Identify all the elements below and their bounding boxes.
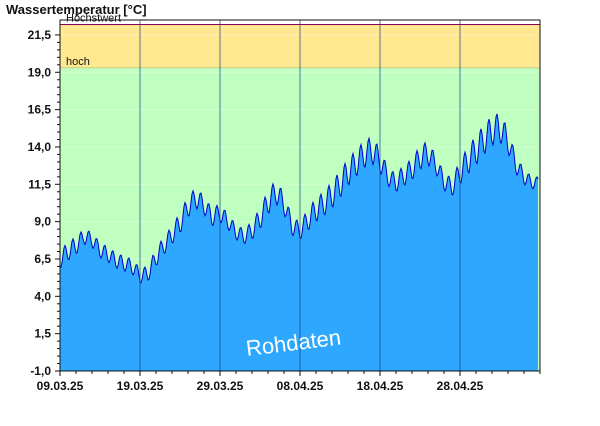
y-tick-label: 11,5 xyxy=(28,177,51,191)
y-tick-label: 1,5 xyxy=(34,327,51,341)
x-tick-label: 19.03.25 xyxy=(117,379,164,393)
high-band-label: hoch xyxy=(66,56,90,68)
max-value-label: Höchstwert xyxy=(66,12,121,24)
x-tick-label: 08.04.25 xyxy=(277,379,324,393)
x-tick-label: 29.03.25 xyxy=(197,379,244,393)
y-tick-label: 19,0 xyxy=(28,65,52,79)
y-tick-label: 4,0 xyxy=(34,289,51,303)
x-tick-label: 28.04.25 xyxy=(437,379,484,393)
y-tick-label: 14,0 xyxy=(28,140,52,154)
plot-frame xyxy=(59,19,541,372)
x-tick-label: 09.03.25 xyxy=(37,379,84,393)
series-area xyxy=(60,113,538,372)
y-tick-label: 9,0 xyxy=(34,215,51,229)
y-axis-label: Wassertemperatur [°C] xyxy=(6,2,147,17)
y-tick-label: 21,5 xyxy=(28,28,52,42)
y-tick-label: 16,5 xyxy=(28,103,52,117)
y-tick-label: -1,0 xyxy=(30,364,51,378)
x-tick-label: 18.04.25 xyxy=(357,379,404,393)
y-tick-label: 6,5 xyxy=(34,252,51,266)
